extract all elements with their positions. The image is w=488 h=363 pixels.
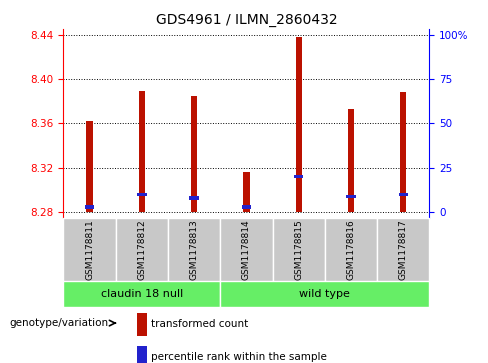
Bar — [325, 218, 377, 281]
Bar — [137, 193, 146, 196]
Bar — [346, 195, 356, 198]
Bar — [139, 91, 145, 212]
Text: percentile rank within the sample: percentile rank within the sample — [151, 352, 327, 362]
Bar — [294, 175, 304, 178]
Bar — [242, 205, 251, 209]
Bar — [85, 205, 94, 209]
Text: GSM1178817: GSM1178817 — [399, 220, 408, 281]
Bar — [137, 313, 147, 336]
Bar — [220, 281, 429, 307]
Bar — [244, 172, 249, 212]
Bar — [63, 218, 116, 281]
Text: genotype/variation: genotype/variation — [10, 318, 109, 328]
Title: GDS4961 / ILMN_2860432: GDS4961 / ILMN_2860432 — [156, 13, 337, 26]
Bar — [400, 92, 407, 212]
Text: claudin 18 null: claudin 18 null — [101, 289, 183, 299]
Bar — [63, 281, 220, 307]
Text: GSM1178813: GSM1178813 — [190, 220, 199, 281]
Bar — [191, 96, 197, 212]
Bar — [399, 193, 408, 196]
Bar — [189, 196, 199, 200]
Bar — [296, 37, 302, 212]
Text: GSM1178815: GSM1178815 — [294, 220, 303, 281]
Text: GSM1178812: GSM1178812 — [137, 220, 146, 280]
Text: transformed count: transformed count — [151, 319, 248, 329]
Bar — [116, 218, 168, 281]
Bar — [273, 218, 325, 281]
Text: GSM1178811: GSM1178811 — [85, 220, 94, 281]
Text: GSM1178816: GSM1178816 — [346, 220, 356, 281]
Text: GSM1178814: GSM1178814 — [242, 220, 251, 280]
Bar — [377, 218, 429, 281]
Text: wild type: wild type — [300, 289, 350, 299]
Bar — [348, 109, 354, 212]
Bar — [137, 346, 147, 363]
Bar — [168, 218, 220, 281]
Bar — [220, 218, 273, 281]
Bar — [86, 121, 93, 212]
